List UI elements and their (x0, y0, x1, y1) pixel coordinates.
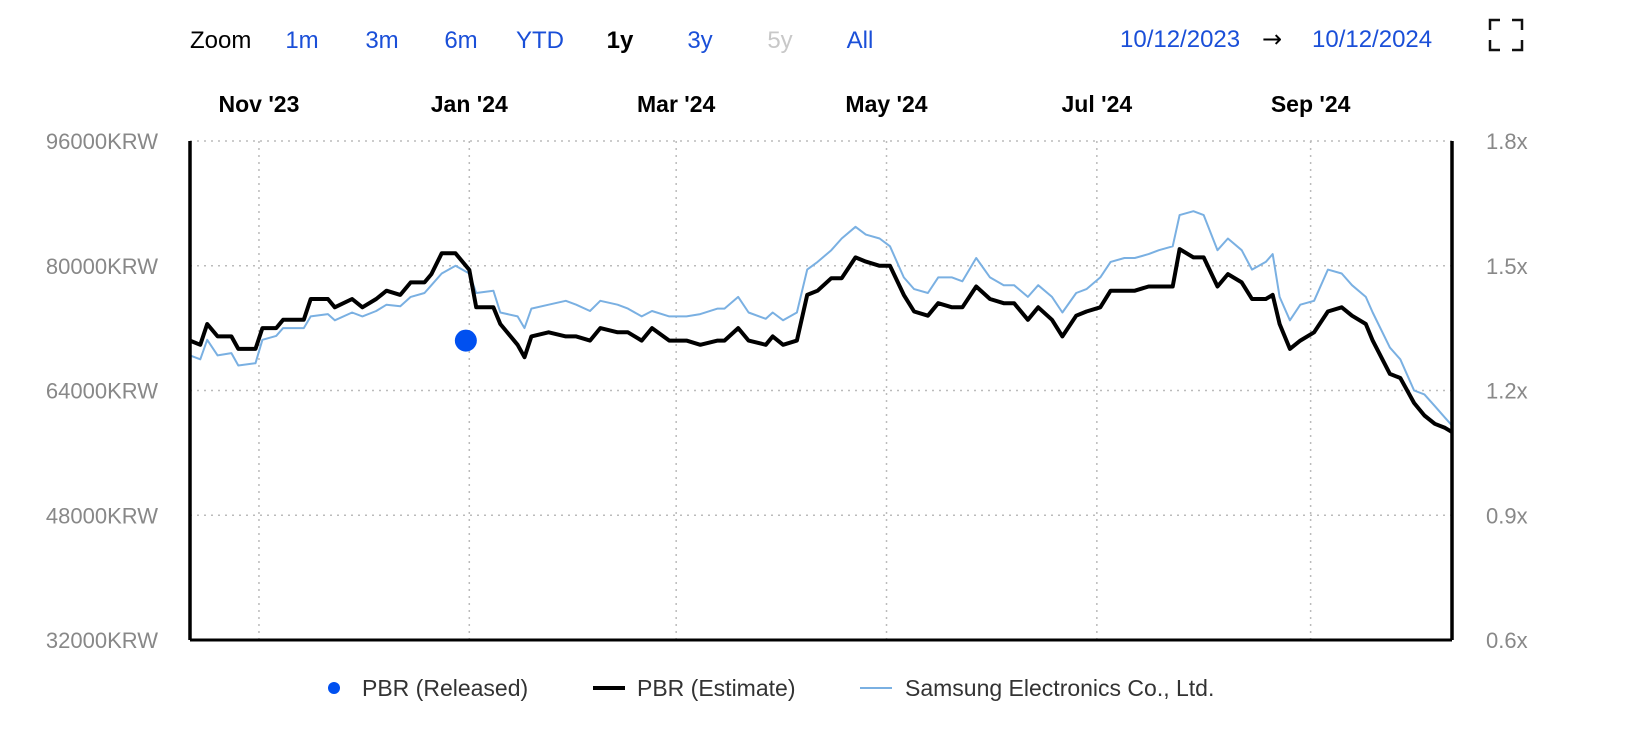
zoom-label: Zoom (190, 27, 251, 54)
range-arrow: → (1262, 25, 1282, 53)
fullscreen-button[interactable] (1486, 18, 1524, 52)
range-start-input[interactable]: 10/12/2023 (1120, 26, 1240, 53)
legend: PBR (Released) PBR (Estimate) Samsung Elec… (328, 675, 1214, 701)
y-right-tick-label: 1.5x (1486, 254, 1528, 279)
y-right-tick-label: 1.8x (1486, 129, 1528, 154)
y-left-tick-label: 96000KRW (46, 129, 158, 154)
legend-label: PBR (Estimate) (637, 675, 795, 701)
zoom-button-5y: 5y (767, 27, 792, 54)
x-tick-label: Mar '24 (637, 91, 716, 117)
legend-item-pbr-estimate[interactable]: PBR (Estimate) (593, 675, 795, 701)
plot-frame (188, 141, 1454, 642)
zoom-button-6m[interactable]: 6m (444, 27, 477, 54)
x-tick-label: Jan '24 (431, 91, 508, 117)
zoom-buttons: 1m 3m 6m YTD 1y 3y 5y All (285, 27, 873, 54)
x-tick-label: Jul '24 (1062, 91, 1133, 117)
y-left-tick-label: 80000KRW (46, 254, 158, 279)
x-tick-label: May '24 (845, 91, 927, 117)
zoom-button-ytd[interactable]: YTD (516, 27, 564, 54)
x-axis-ticks: Nov '23 Jan '24 Mar '24 May '24 Jul '24 Sep '… (219, 91, 1351, 117)
legend-label: PBR (Released) (362, 675, 528, 701)
series-layer (189, 210, 1454, 434)
y-left-tick-label: 64000KRW (46, 379, 158, 404)
zoom-button-1m[interactable]: 1m (285, 27, 318, 54)
legend-symbol-dot (328, 682, 340, 694)
y-axis-left-ticks: 32000KRW 48000KRW 64000KRW 80000KRW 96000KRW (46, 129, 158, 653)
legend-item-samsung-electronics-co-ltd[interactable]: Samsung Electronics Co., Ltd. (860, 675, 1214, 701)
pbr-released-point[interactable] (454, 329, 477, 352)
fullscreen-hitarea[interactable] (1486, 18, 1524, 52)
zoom-button-1y[interactable]: 1y (607, 27, 634, 54)
x-tick-label: Nov '23 (219, 91, 300, 117)
series-line-samsung (189, 210, 1453, 427)
range-end-input[interactable]: 10/12/2024 (1312, 26, 1432, 53)
legend-label: Samsung Electronics Co., Ltd. (905, 675, 1214, 701)
y-right-tick-label: 1.2x (1486, 379, 1528, 404)
zoom-button-all[interactable]: All (847, 27, 874, 54)
grid-layer (190, 140, 1452, 641)
zoom-button-3y[interactable]: 3y (687, 27, 712, 54)
zoom-button-3m[interactable]: 3m (365, 27, 398, 54)
x-tick-label: Sep '24 (1271, 91, 1351, 117)
y-right-tick-label: 0.9x (1486, 503, 1528, 528)
y-left-tick-label: 48000KRW (46, 503, 158, 528)
y-right-tick-label: 0.6x (1486, 628, 1528, 653)
y-left-tick-label: 32000KRW (46, 628, 158, 653)
fullscreen-icon (1488, 18, 1524, 52)
series-line-pbr-estimate (189, 247, 1454, 434)
y-axis-right-ticks: 0.6x 0.9x 1.2x 1.5x 1.8x (1486, 129, 1528, 653)
legend-item-pbr-released[interactable]: PBR (Released) (328, 675, 528, 701)
